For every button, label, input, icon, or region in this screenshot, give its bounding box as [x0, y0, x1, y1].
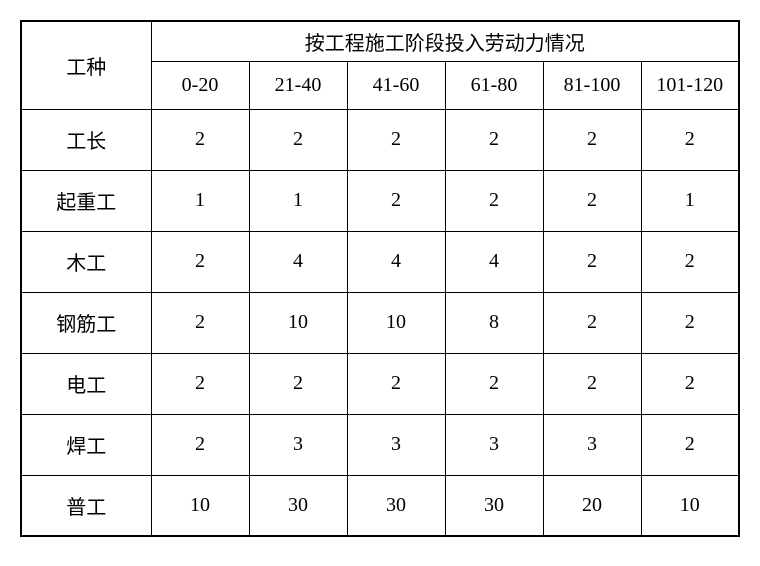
cell: 2: [151, 414, 249, 475]
cell: 2: [543, 170, 641, 231]
cell: 4: [347, 231, 445, 292]
row-header-label: 工种: [21, 21, 151, 109]
table-row: 木工 2 4 4 4 2 2: [21, 231, 739, 292]
row-label: 普工: [21, 475, 151, 536]
cell: 2: [641, 109, 739, 170]
cell: 2: [445, 109, 543, 170]
cell: 3: [347, 414, 445, 475]
cell: 2: [347, 353, 445, 414]
table-row: 工长 2 2 2 2 2 2: [21, 109, 739, 170]
row-label: 电工: [21, 353, 151, 414]
cell: 1: [151, 170, 249, 231]
cell: 2: [641, 292, 739, 353]
col-header: 21-40: [249, 61, 347, 109]
cell: 30: [445, 475, 543, 536]
cell: 2: [151, 353, 249, 414]
row-label: 钢筋工: [21, 292, 151, 353]
table-row: 电工 2 2 2 2 2 2: [21, 353, 739, 414]
cell: 2: [347, 170, 445, 231]
table-row: 普工 10 30 30 30 20 10: [21, 475, 739, 536]
cell: 2: [543, 109, 641, 170]
table-row: 钢筋工 2 10 10 8 2 2: [21, 292, 739, 353]
col-header: 61-80: [445, 61, 543, 109]
cell: 2: [151, 109, 249, 170]
labor-table: 工种 按工程施工阶段投入劳动力情况 0-20 21-40 41-60 61-80…: [20, 20, 740, 537]
table-row: 起重工 1 1 2 2 2 1: [21, 170, 739, 231]
cell: 30: [249, 475, 347, 536]
cell: 3: [445, 414, 543, 475]
cell: 10: [347, 292, 445, 353]
row-label: 起重工: [21, 170, 151, 231]
cell: 3: [543, 414, 641, 475]
cell: 2: [347, 109, 445, 170]
cell: 10: [641, 475, 739, 536]
cell: 8: [445, 292, 543, 353]
cell: 2: [641, 353, 739, 414]
cell: 10: [151, 475, 249, 536]
group-header-label: 按工程施工阶段投入劳动力情况: [151, 21, 739, 61]
col-header: 41-60: [347, 61, 445, 109]
cell: 4: [445, 231, 543, 292]
cell: 1: [641, 170, 739, 231]
col-header: 101-120: [641, 61, 739, 109]
cell: 20: [543, 475, 641, 536]
cell: 2: [543, 231, 641, 292]
cell: 4: [249, 231, 347, 292]
row-label: 木工: [21, 231, 151, 292]
cell: 2: [151, 231, 249, 292]
cell: 2: [641, 231, 739, 292]
cell: 3: [249, 414, 347, 475]
cell: 2: [249, 109, 347, 170]
cell: 1: [249, 170, 347, 231]
col-header: 81-100: [543, 61, 641, 109]
cell: 2: [151, 292, 249, 353]
cell: 30: [347, 475, 445, 536]
cell: 2: [641, 414, 739, 475]
row-label: 焊工: [21, 414, 151, 475]
row-label: 工长: [21, 109, 151, 170]
cell: 2: [249, 353, 347, 414]
cell: 10: [249, 292, 347, 353]
cell: 2: [445, 353, 543, 414]
header-row-1: 工种 按工程施工阶段投入劳动力情况: [21, 21, 739, 61]
cell: 2: [543, 353, 641, 414]
table-row: 焊工 2 3 3 3 3 2: [21, 414, 739, 475]
cell: 2: [445, 170, 543, 231]
col-header: 0-20: [151, 61, 249, 109]
cell: 2: [543, 292, 641, 353]
table-body: 工长 2 2 2 2 2 2 起重工 1 1 2 2 2 1 木工 2 4 4 …: [21, 109, 739, 536]
